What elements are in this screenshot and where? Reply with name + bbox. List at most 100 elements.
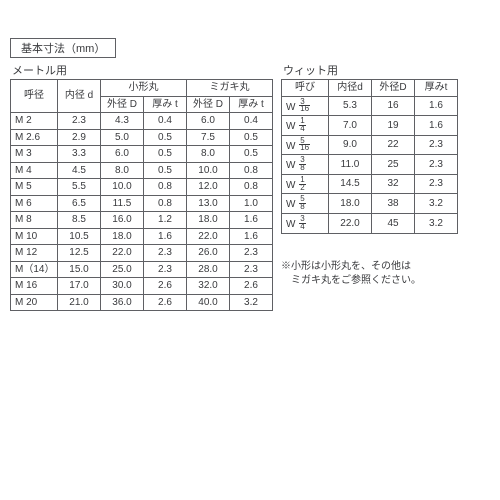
table-cell: 0.8 [144, 179, 187, 196]
table-cell: 2.9 [58, 129, 101, 146]
table-row: W 3811.0252.3 [282, 155, 458, 175]
table-cell: 40.0 [187, 294, 230, 311]
table-row: W 3422.0453.2 [282, 214, 458, 234]
table-cell: 1.0 [230, 195, 273, 212]
table-cell: 32 [372, 174, 415, 194]
table-cell: 15.0 [58, 261, 101, 278]
table-row: M 1212.522.02.326.02.3 [11, 245, 273, 262]
table-row: W 147.0191.6 [282, 116, 458, 136]
table-cell: M 2.6 [11, 129, 58, 146]
table-cell: 7.5 [187, 129, 230, 146]
table-cell: M 20 [11, 294, 58, 311]
table-cell: 22.0 [187, 228, 230, 245]
table-cell: 26.0 [187, 245, 230, 262]
table-cell: 30.0 [101, 278, 144, 295]
table-cell: 2.3 [415, 135, 458, 155]
table-cell: 22.0 [101, 245, 144, 262]
metric-head-inner: 内径 d [58, 80, 101, 113]
table-cell: W 516 [282, 135, 329, 155]
table-cell: 2.3 [415, 174, 458, 194]
whit-head-nominal: 呼び [282, 80, 329, 97]
table-cell: M 5 [11, 179, 58, 196]
table-cell: M 2 [11, 113, 58, 130]
metric-head-group-migaki: ミガキ丸 [187, 80, 273, 97]
table-cell: 2.6 [230, 278, 273, 295]
table-cell: 25.0 [101, 261, 144, 278]
table-cell: 45 [372, 214, 415, 234]
footnote-line2: ミガキ丸をご参照ください。 [281, 274, 458, 288]
table-cell: 3.2 [415, 214, 458, 234]
table-cell: 1.6 [415, 116, 458, 136]
table-cell: 1.6 [230, 212, 273, 229]
table-cell: 17.0 [58, 278, 101, 295]
metric-head-migaki-outer: 外径 D [187, 96, 230, 113]
table-cell: M 10 [11, 228, 58, 245]
table-cell: W 34 [282, 214, 329, 234]
whit-table: 呼び 内径d 外径D 厚みt W 3165.3161.6W 147.0191.6… [281, 79, 458, 234]
table-cell: M 6 [11, 195, 58, 212]
table-cell: 6.0 [101, 146, 144, 163]
table-cell: 10.5 [58, 228, 101, 245]
table-cell: 5.5 [58, 179, 101, 196]
table-cell: 11.0 [329, 155, 372, 175]
table-cell: 3.2 [230, 294, 273, 311]
table-cell: 4.3 [101, 113, 144, 130]
table-cell: 0.8 [230, 162, 273, 179]
table-cell: 6.5 [58, 195, 101, 212]
table-cell: 6.0 [187, 113, 230, 130]
table-cell: 18.0 [187, 212, 230, 229]
metric-head-small-thick: 厚み t [144, 96, 187, 113]
table-cell: W 12 [282, 174, 329, 194]
table-cell: 0.5 [144, 129, 187, 146]
table-cell: M 3 [11, 146, 58, 163]
table-cell: 1.6 [144, 228, 187, 245]
table-row: M（14）15.025.02.328.02.3 [11, 261, 273, 278]
table-cell: 5.0 [101, 129, 144, 146]
table-cell: 18.0 [329, 194, 372, 214]
table-row: W 1214.5322.3 [282, 174, 458, 194]
whit-head-thick: 厚みt [415, 80, 458, 97]
table-cell: M 8 [11, 212, 58, 229]
table-cell: W 316 [282, 96, 329, 116]
table-cell: 0.5 [144, 162, 187, 179]
table-cell: 2.3 [230, 245, 273, 262]
table-cell: 2.3 [144, 261, 187, 278]
table-row: M 88.516.01.218.01.6 [11, 212, 273, 229]
table-row: W 5169.0222.3 [282, 135, 458, 155]
metric-table: 呼径 内径 d 小形丸 ミガキ丸 外径 D 厚み t 外径 D 厚み t M 2… [10, 79, 273, 311]
table-cell: 2.6 [144, 278, 187, 295]
footnote-line1: ※小形は小形丸を、その他は [281, 260, 458, 274]
metric-head-nominal: 呼径 [11, 80, 58, 113]
table-cell: 11.5 [101, 195, 144, 212]
table-cell: 22 [372, 135, 415, 155]
table-cell: 10.0 [187, 162, 230, 179]
table-cell: 0.4 [144, 113, 187, 130]
table-row: M 2021.036.02.640.03.2 [11, 294, 273, 311]
table-row: M 44.58.00.510.00.8 [11, 162, 273, 179]
table-row: M 66.511.50.813.01.0 [11, 195, 273, 212]
table-cell: 25 [372, 155, 415, 175]
table-cell: 8.0 [187, 146, 230, 163]
dimensions-title-box: 基本寸法（mm） [10, 38, 116, 58]
table-cell: 1.6 [230, 228, 273, 245]
table-cell: M 12 [11, 245, 58, 262]
table-cell: W 14 [282, 116, 329, 136]
table-cell: 13.0 [187, 195, 230, 212]
table-row: M 1010.518.01.622.01.6 [11, 228, 273, 245]
table-cell: 4.5 [58, 162, 101, 179]
table-cell: 14.5 [329, 174, 372, 194]
table-row: M 55.510.00.812.00.8 [11, 179, 273, 196]
table-cell: 32.0 [187, 278, 230, 295]
metric-head-small-outer: 外径 D [101, 96, 144, 113]
table-row: M 33.36.00.58.00.5 [11, 146, 273, 163]
table-cell: 9.0 [329, 135, 372, 155]
table-cell: 28.0 [187, 261, 230, 278]
table-row: W 3165.3161.6 [282, 96, 458, 116]
table-cell: 5.3 [329, 96, 372, 116]
table-cell: 0.5 [230, 129, 273, 146]
table-cell: 0.5 [230, 146, 273, 163]
table-cell: W 58 [282, 194, 329, 214]
table-cell: M 4 [11, 162, 58, 179]
table-cell: 2.3 [415, 155, 458, 175]
table-cell: 19 [372, 116, 415, 136]
